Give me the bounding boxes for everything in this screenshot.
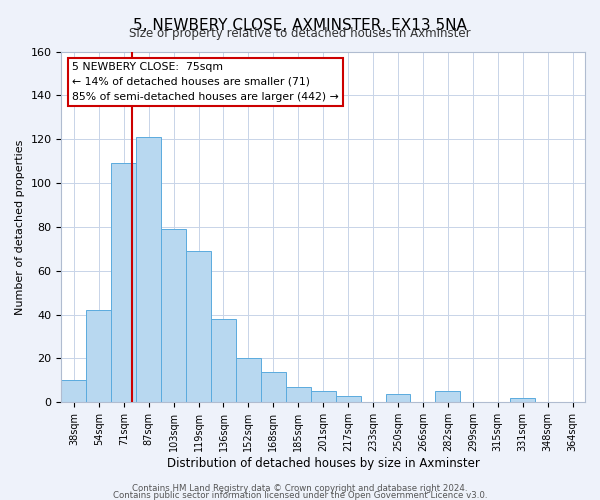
Bar (61, 380, 86, 402)
Bar (236, 358, 261, 403)
Text: Contains public sector information licensed under the Open Government Licence v3: Contains public sector information licen… (113, 491, 487, 500)
Text: 5, NEWBERY CLOSE, AXMINSTER, EX13 5NA: 5, NEWBERY CLOSE, AXMINSTER, EX13 5NA (133, 18, 467, 32)
Bar (335, 396, 361, 402)
Bar (211, 319, 236, 402)
Bar (186, 251, 211, 402)
Bar (161, 229, 186, 402)
Text: Contains HM Land Registry data © Crown copyright and database right 2024.: Contains HM Land Registry data © Crown c… (132, 484, 468, 493)
Bar (311, 392, 335, 402)
Bar (286, 387, 311, 402)
Bar (510, 398, 535, 402)
Bar (111, 164, 136, 402)
Y-axis label: Number of detached properties: Number of detached properties (15, 139, 25, 314)
Bar (86, 310, 111, 402)
Bar (436, 392, 460, 402)
Bar (136, 137, 161, 402)
Text: Size of property relative to detached houses in Axminster: Size of property relative to detached ho… (129, 28, 471, 40)
X-axis label: Distribution of detached houses by size in Axminster: Distribution of detached houses by size … (167, 457, 479, 470)
Bar (386, 394, 410, 402)
Bar (261, 372, 286, 402)
Text: 5 NEWBERY CLOSE:  75sqm
← 14% of detached houses are smaller (71)
85% of semi-de: 5 NEWBERY CLOSE: 75sqm ← 14% of detached… (72, 62, 338, 102)
